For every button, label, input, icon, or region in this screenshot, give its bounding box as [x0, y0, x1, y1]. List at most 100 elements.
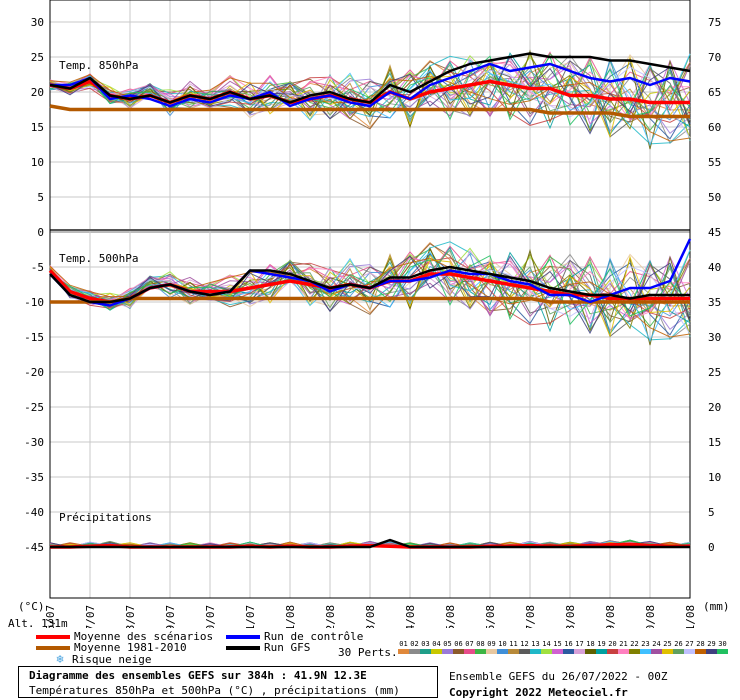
perturbation-swatch: 09	[486, 640, 497, 654]
legend-climo-swatch	[36, 645, 70, 650]
legend-control: Run de contrôle	[226, 630, 363, 643]
perturbation-id: 22	[630, 640, 639, 648]
legend: Moyenne des scénarios Moyenne 1981-2010 …	[0, 628, 740, 700]
legend-mean: Moyenne des scénarios	[36, 630, 213, 643]
perturbation-color	[618, 649, 629, 654]
copyright: Copyright 2022 Meteociel.fr	[449, 686, 628, 699]
perturbation-id: 27	[685, 640, 694, 648]
y-left-tick: -10	[24, 296, 44, 309]
legend-control-swatch	[226, 634, 260, 639]
perturbation-color	[519, 649, 530, 654]
perturbation-color	[596, 649, 607, 654]
perturbation-id: 25	[663, 640, 672, 648]
perturbation-swatch: 14	[541, 640, 552, 654]
perturbation-color	[420, 649, 431, 654]
y-left-tick: -5	[31, 261, 44, 274]
perturbation-color	[398, 649, 409, 654]
perturbation-id: 06	[454, 640, 463, 648]
x-tick-label: 01/08	[284, 605, 297, 628]
perturbation-id: 23	[641, 640, 650, 648]
perturbation-color	[431, 649, 442, 654]
perturbation-line	[49, 241, 691, 341]
snowflake-icon: ❄	[56, 652, 64, 666]
perturbation-swatch: 16	[563, 640, 574, 654]
perturbation-id: 16	[564, 640, 573, 648]
y-left-tick: -45	[24, 541, 44, 554]
y-left-tick: -25	[24, 401, 44, 414]
perturbation-id: 09	[487, 640, 496, 648]
perturbation-swatch: 30	[717, 640, 728, 654]
perturbation-swatch: 26	[673, 640, 684, 654]
perturbation-swatch: 07	[464, 640, 475, 654]
perturbation-swatch: 20	[607, 640, 618, 654]
perturbation-color	[585, 649, 596, 654]
y-left-tick: -35	[24, 471, 44, 484]
perturbation-id: 02	[410, 640, 419, 648]
legend-gfs-swatch	[226, 645, 260, 650]
perturbation-id: 10	[498, 640, 507, 648]
y-left-tick: -15	[24, 331, 44, 344]
perturbation-swatch: 06	[453, 640, 464, 654]
x-tick-label: 29/07	[164, 605, 177, 628]
chart-subtitle: Températures 850hPa et 500hPa (°C) , pré…	[29, 684, 400, 697]
series-line	[49, 265, 690, 304]
y-right-tick: 45	[708, 226, 721, 239]
perturbation-color	[497, 649, 508, 654]
y-left-tick: 5	[37, 191, 44, 204]
perturbation-color	[442, 649, 453, 654]
perturbation-swatch: 05	[442, 640, 453, 654]
x-tick-label: 08/08	[564, 605, 577, 628]
perturbation-line	[50, 540, 691, 548]
series-line	[50, 296, 690, 304]
perturbation-swatch: 04	[431, 640, 442, 654]
x-tick-label: 27/07	[84, 605, 97, 628]
perturbation-id: 19	[597, 640, 606, 648]
perturbation-line	[49, 253, 691, 332]
perturbation-line	[49, 259, 691, 332]
x-tick-label: 06/08	[484, 605, 497, 628]
perturbation-color	[552, 649, 563, 654]
x-tick-label: 11/08	[684, 605, 697, 628]
perturbation-color	[464, 649, 475, 654]
perturbation-swatch: 25	[662, 640, 673, 654]
perturbation-color	[475, 649, 486, 654]
perturbation-id: 08	[476, 640, 485, 648]
perturbation-swatch: 27	[684, 640, 695, 654]
x-tick-label: 05/08	[444, 605, 457, 628]
perturbation-id: 12	[520, 640, 529, 648]
legend-snow-label: Risque neige	[72, 652, 152, 666]
y-left-tick: -40	[24, 506, 44, 519]
legend-gfs: Run GFS	[226, 641, 310, 654]
y-right-tick: 55	[708, 156, 721, 169]
main-series	[48, 52, 692, 549]
y-left-tick: -20	[24, 366, 44, 379]
perturbation-id: 18	[586, 640, 595, 648]
perturbation-color	[651, 649, 662, 654]
perturbation-color	[673, 649, 684, 654]
y-left-tick: 30	[31, 16, 44, 29]
y-right-tick: 25	[708, 366, 721, 379]
legend-mean-swatch	[36, 634, 70, 639]
perturbation-swatch: 12	[519, 640, 530, 654]
perturbation-line	[49, 255, 691, 335]
altitude-label: Alt. 131m	[8, 617, 68, 630]
y-right-tick: 35	[708, 296, 721, 309]
perturbation-swatch: 23	[640, 640, 651, 654]
perturbation-color	[508, 649, 519, 654]
x-tick-label: 07/08	[524, 605, 537, 628]
series-line	[50, 62, 691, 108]
y-left-tick: 10	[31, 156, 44, 169]
perturbation-line	[49, 249, 691, 320]
perturbation-swatch: 01	[398, 640, 409, 654]
y-right-tick: 40	[708, 261, 721, 274]
perturbation-line	[49, 260, 691, 318]
legend-climo-label: Moyenne 1981-2010	[74, 641, 187, 654]
run-info: Ensemble GEFS du 26/07/2022 - 00Z	[449, 670, 668, 683]
perturbation-swatch: 15	[552, 640, 563, 654]
x-tick-label: 10/08	[644, 605, 657, 628]
series-line	[49, 52, 691, 104]
perturbation-id: 13	[531, 640, 540, 648]
y-right-tick: 30	[708, 331, 721, 344]
perturbation-color	[563, 649, 574, 654]
